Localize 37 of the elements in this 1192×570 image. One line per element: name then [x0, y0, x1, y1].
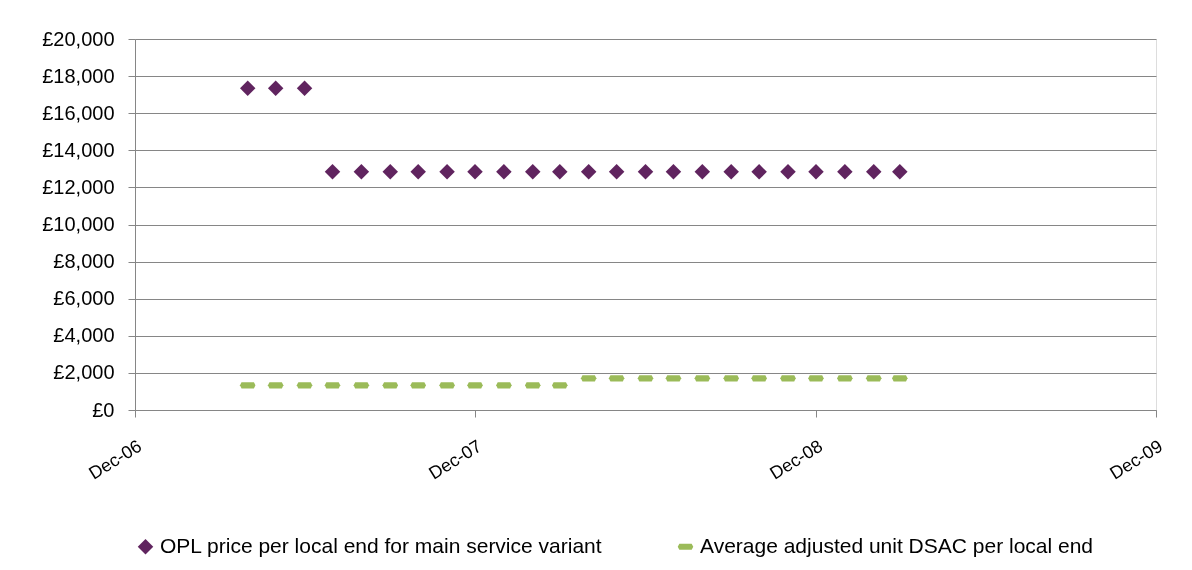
point: [525, 164, 541, 180]
point: [892, 164, 908, 180]
point: [239, 80, 256, 97]
point: [694, 164, 711, 180]
y-tick-label: £16,000: [42, 101, 115, 124]
point: [580, 164, 597, 180]
y-tick-label: £8,000: [53, 250, 115, 273]
point: [467, 164, 483, 180]
y-tick-label: £0: [92, 398, 115, 421]
point: [780, 164, 796, 180]
point: [353, 164, 370, 180]
point: [496, 164, 512, 180]
point: [410, 164, 426, 180]
point: [382, 164, 398, 180]
point: [439, 164, 455, 180]
point: [751, 164, 767, 180]
point: [665, 164, 682, 180]
point: [608, 164, 625, 180]
point: [552, 164, 568, 180]
y-tick-label: £2,000: [53, 361, 115, 384]
y-tick-label: £6,000: [53, 287, 115, 310]
y-tick-label: £18,000: [42, 64, 115, 87]
point: [837, 164, 853, 180]
point: [324, 164, 341, 180]
y-tick-label: £12,000: [42, 175, 115, 198]
point: [865, 164, 882, 180]
point: [267, 80, 284, 97]
legend-label: OPL price per local end for main service variant: [160, 533, 602, 557]
point: [723, 164, 739, 180]
y-tick-label: £4,000: [53, 324, 115, 347]
y-tick-label: £10,000: [42, 213, 115, 235]
y-tick-label: £20,000: [42, 27, 115, 50]
y-tick-label: £14,000: [42, 138, 115, 161]
legend-label: Average adjusted unit DSAC per local end: [700, 533, 1094, 557]
point: [808, 164, 824, 180]
point: [296, 80, 313, 97]
point: [637, 164, 654, 180]
